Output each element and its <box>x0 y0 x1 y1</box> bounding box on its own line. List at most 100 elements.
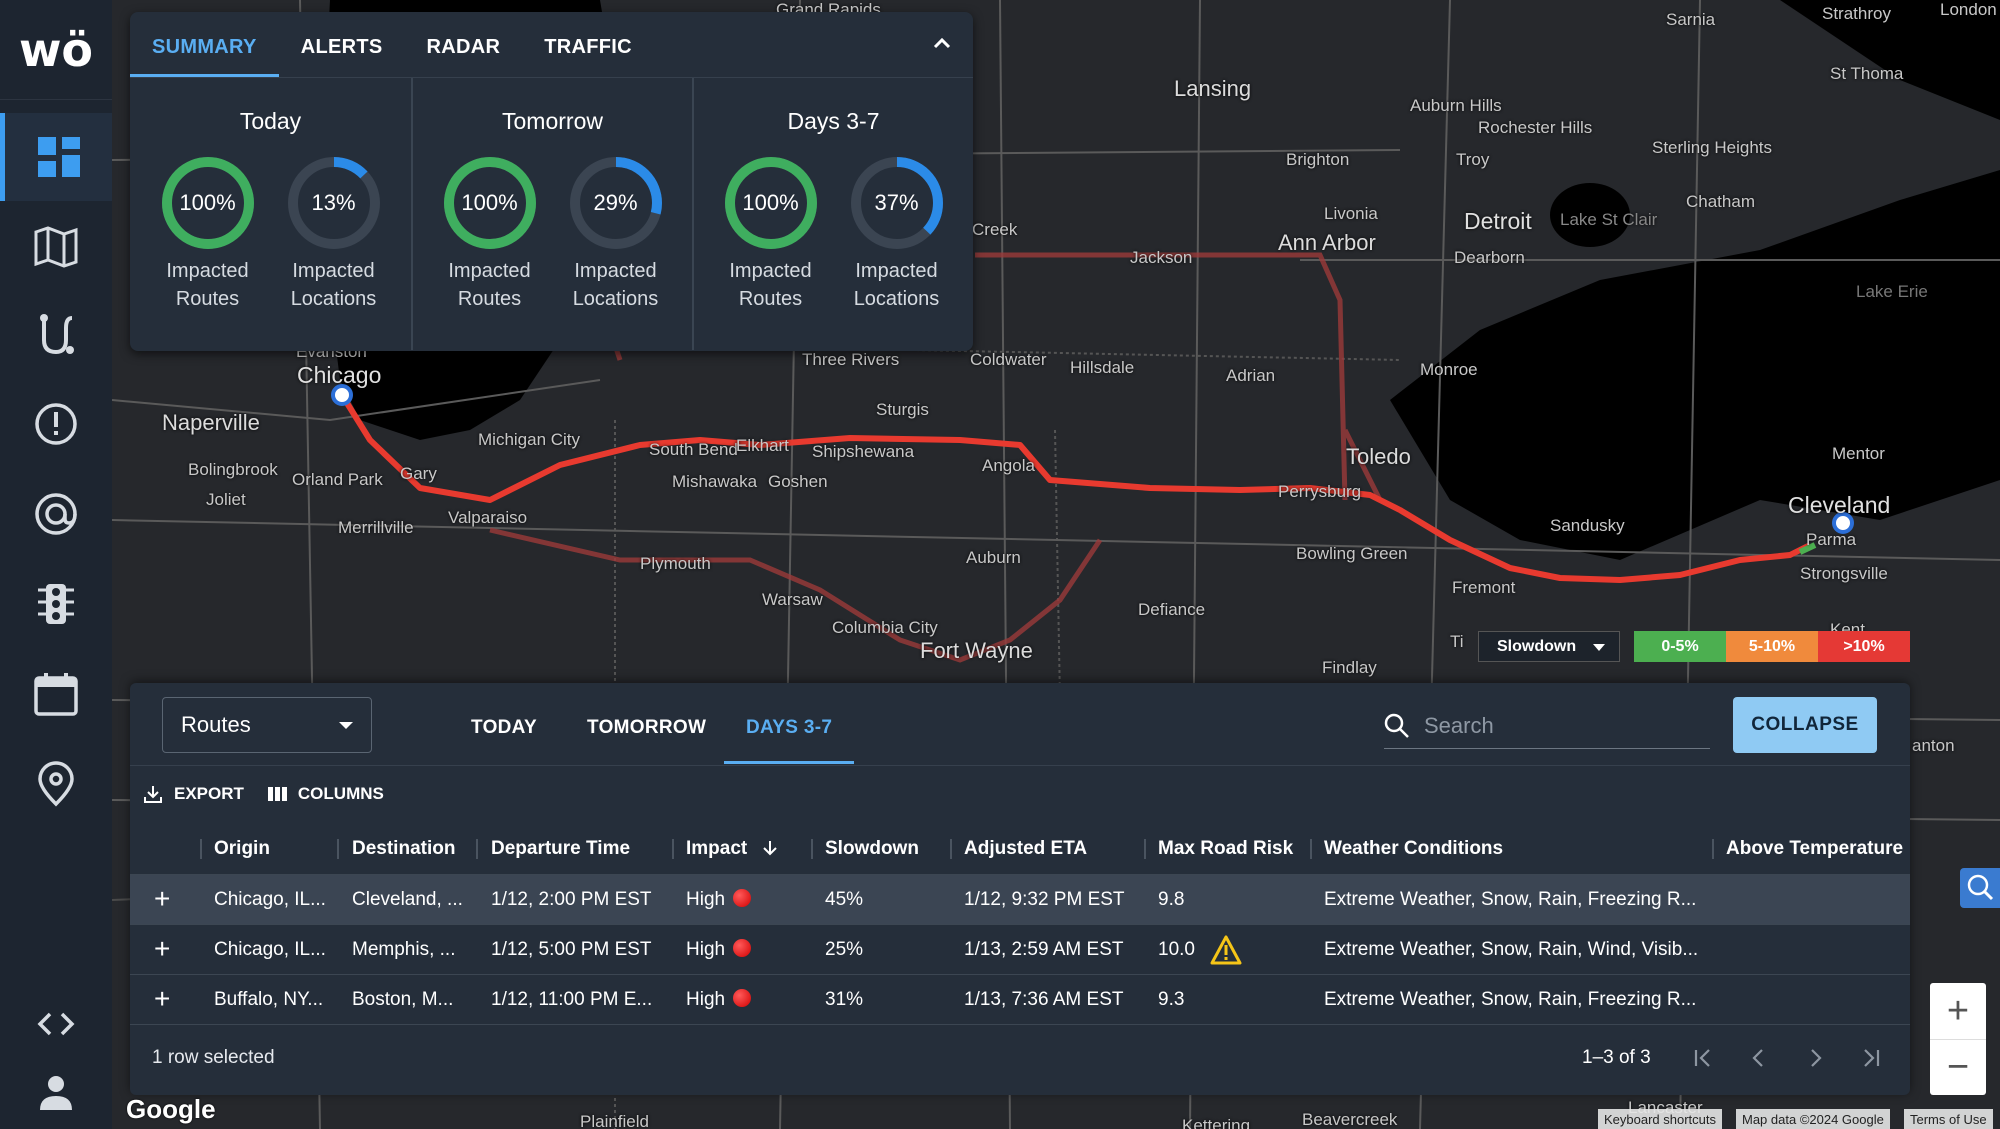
tab-traffic[interactable]: TRAFFIC <box>544 36 632 58</box>
gauge-ring <box>161 157 254 249</box>
map-label: Valparaiso <box>448 508 528 527</box>
map-label: Three Rivers <box>802 350 900 369</box>
next-page-icon[interactable] <box>1802 1045 1828 1071</box>
gauge-value: 29% <box>593 190 638 215</box>
map-label: Kettering <box>1182 1116 1251 1129</box>
cell-origin: Buffalo, NY... <box>214 989 324 1010</box>
map-label: Lansing <box>1174 76 1252 101</box>
sidebar-item-locations[interactable] <box>0 740 112 828</box>
impact-high-indicator-icon <box>733 939 752 957</box>
map-icon <box>34 226 78 268</box>
cell-destination: Memphis, ... <box>352 939 456 960</box>
impacted-routes-gauge[interactable]: 100% Impacted Routes <box>160 155 256 313</box>
legend-metric-select[interactable]: Slowdown <box>1478 631 1620 662</box>
column-header-weather-conditions[interactable]: Weather Conditions <box>1324 838 1504 859</box>
impacted-routes-gauge[interactable]: 100% Impacted Routes <box>723 155 819 313</box>
sidebar-item-alerts[interactable] <box>0 380 112 468</box>
map-label: Adrian <box>1226 366 1276 385</box>
cell-origin: Chicago, IL... <box>214 889 326 910</box>
gauge-ring <box>287 157 380 249</box>
sidebar-item-map[interactable] <box>0 202 112 290</box>
last-page-icon[interactable] <box>1858 1045 1884 1071</box>
chevron-up-icon[interactable] <box>927 28 957 58</box>
route-icon <box>40 314 74 355</box>
terms-link[interactable]: Terms of Use <box>1904 1109 1993 1129</box>
cell-impact: High <box>686 889 752 911</box>
sidebar-item-dashboard[interactable] <box>0 113 112 201</box>
zoom-out-button[interactable]: − <box>1930 1039 1986 1095</box>
user-icon <box>40 1076 72 1110</box>
impacted-locations-gauge[interactable]: 29% Impacted Locations <box>568 155 664 313</box>
map-label: Chicago <box>297 362 382 388</box>
cell-adjusted-eta: 1/13, 7:36 AM EST <box>964 989 1124 1010</box>
sidebar-item-calendar[interactable] <box>0 650 112 738</box>
impacted-locations-gauge[interactable]: 37% Impacted Locations <box>849 155 945 313</box>
column-header-origin[interactable]: Origin <box>214 838 270 859</box>
column-separator <box>1310 839 1312 859</box>
sidebar-item-subscriptions[interactable] <box>0 470 112 558</box>
sidebar-item-developer[interactable] <box>0 980 112 1068</box>
table-row[interactable]: + Chicago, IL... Memphis, ... 1/12, 5:00… <box>130 925 1910 975</box>
previous-page-icon[interactable] <box>1746 1045 1772 1071</box>
table-row[interactable]: + Buffalo, NY... Boston, M... 1/12, 11:0… <box>130 975 1910 1025</box>
map-label: Lake Erie <box>1856 282 1928 301</box>
columns-button[interactable]: COLUMNS <box>266 783 384 805</box>
column-header-adjusted-eta[interactable]: Adjusted ETA <box>964 838 1088 859</box>
keyboard-shortcuts-link[interactable]: Keyboard shortcuts <box>1598 1109 1723 1129</box>
cell-slowdown: 25% <box>825 939 864 960</box>
sidebar-item-routes[interactable] <box>0 290 112 378</box>
impact-high-indicator-icon <box>733 889 752 907</box>
impacted-locations-gauge[interactable]: 13% Impacted Locations <box>286 155 382 313</box>
map-label: Brighton <box>1286 150 1350 169</box>
tab-days-3-7[interactable]: DAYS 3-7 <box>746 717 833 738</box>
summary-column-title: Days 3-7 <box>787 108 880 134</box>
map-label: Plainfield <box>580 1112 649 1129</box>
column-header-slowdown[interactable]: Slowdown <box>825 838 919 859</box>
expand-row-icon[interactable]: + <box>154 983 171 1014</box>
impacted-routes-gauge[interactable]: 100% Impacted Routes <box>442 155 538 313</box>
tab-radar[interactable]: RADAR <box>426 36 501 58</box>
column-header-departure-time[interactable]: Departure Time <box>491 838 631 859</box>
column-header-max-road-risk[interactable]: Max Road Risk <box>1158 838 1294 859</box>
table-row[interactable]: + Chicago, IL... Cleveland, ... 1/12, 2:… <box>130 875 1910 925</box>
column-header-impact[interactable]: Impact <box>686 838 779 860</box>
gauge-label: Routes <box>175 288 240 310</box>
map-label: Ann Arbor <box>1278 230 1376 255</box>
map-label: Beavercreek <box>1302 1110 1398 1129</box>
map-label: Sandusky <box>1550 516 1625 535</box>
pagination-info: 1–3 of 3 <box>1582 1047 1651 1068</box>
map-label: Defiance <box>1138 600 1206 619</box>
street-view-button[interactable] <box>1960 868 2000 908</box>
expand-row-icon[interactable]: + <box>154 933 171 964</box>
app-logo[interactable]: wö <box>0 0 112 100</box>
expand-row-icon[interactable]: + <box>154 883 171 914</box>
tab-summary[interactable]: SUMMARY <box>130 36 279 77</box>
tab-today[interactable]: TODAY <box>471 717 537 738</box>
map-label: Auburn Hills <box>1410 96 1502 115</box>
zoom-in-button[interactable]: + <box>1946 989 1970 1032</box>
gauge-value: 100% <box>461 190 518 215</box>
collapse-button[interactable]: COLLAPSE <box>1733 697 1877 753</box>
chevron-down-icon <box>339 722 353 729</box>
sidebar-item-user[interactable] <box>0 1048 112 1129</box>
map-label: Livonia <box>1324 204 1378 223</box>
gauge-ring <box>850 157 943 249</box>
view-select[interactable]: Routes <box>162 697 372 753</box>
dashboard-icon <box>37 137 80 177</box>
cell-impact: High <box>686 989 752 1011</box>
sidebar: wö <box>0 0 112 1129</box>
search-field[interactable]: Search <box>1384 703 1710 749</box>
location-pin-icon <box>38 761 74 807</box>
tab-tomorrow[interactable]: TOMORROW <box>587 717 707 738</box>
map-label: Bolingbrook <box>188 460 278 479</box>
first-page-icon[interactable] <box>1690 1045 1716 1071</box>
map-label: Toledo <box>1346 444 1411 469</box>
column-header-above-temperature[interactable]: Above Temperature <box>1726 838 1904 859</box>
sidebar-item-traffic[interactable] <box>0 560 112 648</box>
gauge-label: Impacted <box>574 260 657 282</box>
map-label: Findlay <box>1322 658 1377 677</box>
export-button[interactable]: EXPORT <box>142 783 244 805</box>
cell-weather-conditions: Extreme Weather, Snow, Rain, Wind, Visib… <box>1324 939 1699 960</box>
tab-alerts[interactable]: ALERTS <box>300 36 383 58</box>
column-header-destination[interactable]: Destination <box>352 838 456 859</box>
